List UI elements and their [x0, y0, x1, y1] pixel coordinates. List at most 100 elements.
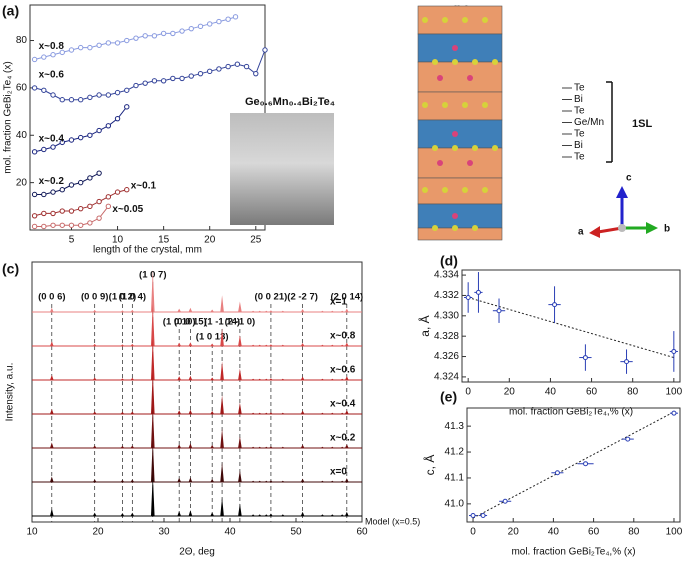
peak — [177, 342, 181, 346]
peak-label: (0 0 21) — [255, 292, 288, 303]
peak — [264, 310, 269, 312]
point — [465, 294, 471, 300]
point — [96, 198, 102, 205]
peak — [120, 513, 125, 516]
point — [262, 47, 268, 53]
panel-label: (e) — [440, 389, 457, 405]
point — [41, 210, 47, 217]
point — [87, 220, 93, 226]
point — [87, 175, 93, 181]
series-label: x~0.4 — [39, 133, 65, 144]
peak-label: (1 0 4) — [119, 292, 146, 303]
peak — [188, 443, 193, 448]
peak — [300, 410, 305, 414]
layer-label: Bi — [574, 140, 583, 151]
point — [31, 56, 38, 63]
point — [475, 289, 481, 295]
peak — [210, 309, 214, 312]
point — [625, 436, 631, 442]
peak — [120, 310, 125, 312]
point — [496, 308, 502, 314]
peak — [340, 310, 344, 312]
peak — [320, 514, 325, 516]
point — [87, 203, 93, 210]
peak — [257, 446, 262, 448]
crystal-photo — [230, 113, 334, 225]
axis-name: c — [626, 173, 632, 184]
peak — [150, 338, 155, 380]
peak — [257, 412, 262, 414]
peak — [281, 446, 285, 448]
peak — [251, 446, 255, 448]
point — [68, 137, 75, 143]
x-tick-label: 40 — [224, 527, 236, 538]
point — [114, 189, 121, 195]
peak — [220, 462, 224, 482]
point — [105, 203, 112, 210]
series-label: x=1 — [330, 297, 347, 308]
point — [41, 87, 47, 93]
peak — [264, 446, 269, 448]
peak — [340, 344, 344, 346]
series-label: x~0.4 — [330, 399, 356, 410]
point — [142, 80, 148, 86]
x-tick-label: 100 — [666, 527, 683, 538]
peak — [50, 307, 54, 312]
peak — [220, 328, 224, 346]
layer-label: Te — [574, 83, 585, 94]
annotation: Ge₀.₆Mn₀.₄Bi₂Te₄ — [245, 96, 335, 108]
series-label: x~0.6 — [330, 365, 356, 376]
point — [170, 30, 176, 37]
x-tick-label: 0 — [465, 387, 471, 398]
series-label: x=0 — [330, 467, 347, 478]
x-tick-label: 40 — [548, 527, 560, 538]
point — [502, 498, 508, 504]
peak — [188, 409, 193, 414]
peak — [300, 343, 305, 346]
point — [77, 205, 84, 212]
point — [170, 75, 176, 82]
peak — [238, 368, 242, 380]
peak-label: (1 0 10) — [163, 317, 196, 328]
point — [671, 410, 677, 416]
peak — [220, 395, 224, 414]
peak — [345, 410, 349, 414]
point — [59, 222, 65, 228]
x-tick-label: 20 — [508, 527, 520, 538]
point — [216, 18, 222, 25]
peak-label: (2 0 14) — [330, 292, 363, 303]
peak — [340, 412, 344, 414]
y-tick-label: 60 — [16, 83, 28, 94]
layer-label: Bi — [574, 94, 583, 105]
layer-label: Te — [574, 106, 585, 117]
peak — [330, 446, 335, 448]
peak — [92, 445, 97, 448]
y-tick-label: 4.332 — [434, 290, 459, 301]
peak — [92, 377, 97, 380]
peak — [210, 343, 214, 346]
point — [124, 37, 130, 44]
peak — [330, 412, 335, 414]
peak — [257, 514, 262, 516]
point — [232, 14, 239, 20]
x-axis-label: mol. fraction GeBi₂Te₄,% (x) — [509, 407, 633, 418]
point — [77, 44, 84, 51]
peak — [50, 508, 54, 516]
peak — [251, 378, 255, 380]
y-tick-label: 4.326 — [434, 351, 459, 362]
peak — [177, 376, 181, 380]
peak — [330, 378, 335, 380]
axis-name: a — [578, 227, 584, 238]
point — [197, 70, 204, 77]
point — [197, 23, 204, 30]
peak — [150, 406, 155, 448]
peak — [50, 374, 54, 380]
point — [96, 92, 102, 98]
peak — [269, 344, 273, 346]
peak — [340, 514, 344, 516]
axis-arrow — [589, 226, 600, 238]
point — [50, 52, 56, 58]
peak-label: (0 0 15) — [174, 317, 207, 328]
